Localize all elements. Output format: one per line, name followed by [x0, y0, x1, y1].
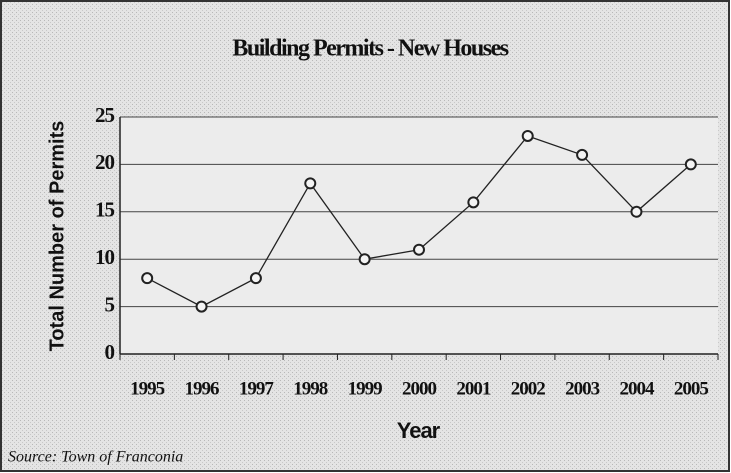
y-tick-label: 10: [95, 245, 115, 269]
y-tick-label: 25: [95, 103, 115, 127]
x-axis-label: Year: [397, 418, 441, 443]
x-tick-label: 1996: [185, 378, 220, 399]
chart-title: Building Permits - New Houses: [232, 36, 508, 62]
marker: [467, 196, 480, 209]
marker: [630, 205, 643, 218]
marker: [521, 129, 534, 142]
y-tick-label: 0: [105, 340, 115, 364]
x-tick-label: 2002: [511, 378, 546, 399]
y-tick-label: 5: [105, 292, 115, 316]
marker: [413, 243, 425, 256]
source-note: Source: Town of Franconia: [8, 449, 183, 466]
plot-area: [120, 117, 718, 354]
x-tick-label: 2000: [402, 378, 437, 399]
marker: [358, 253, 371, 266]
marker: [249, 272, 262, 285]
y-tick-label: 20: [95, 150, 115, 174]
x-tick-label: 1997: [239, 378, 275, 399]
y-axis-label: Total Number of Permits: [46, 121, 68, 352]
x-tick-label: 1995: [130, 378, 165, 399]
y-tick-label: 15: [95, 198, 115, 222]
x-tick-label: 1999: [348, 378, 383, 399]
x-tick-label: 2001: [456, 378, 491, 399]
x-tick-label: 2004: [619, 378, 655, 399]
marker: [576, 148, 589, 161]
marker: [195, 300, 208, 313]
marker: [304, 177, 317, 190]
marker: [684, 158, 697, 171]
x-tick-label: 2003: [565, 378, 600, 399]
marker: [141, 272, 154, 285]
x-tick-label: 2005: [674, 378, 709, 399]
x-tick-label: 1998: [293, 378, 328, 399]
